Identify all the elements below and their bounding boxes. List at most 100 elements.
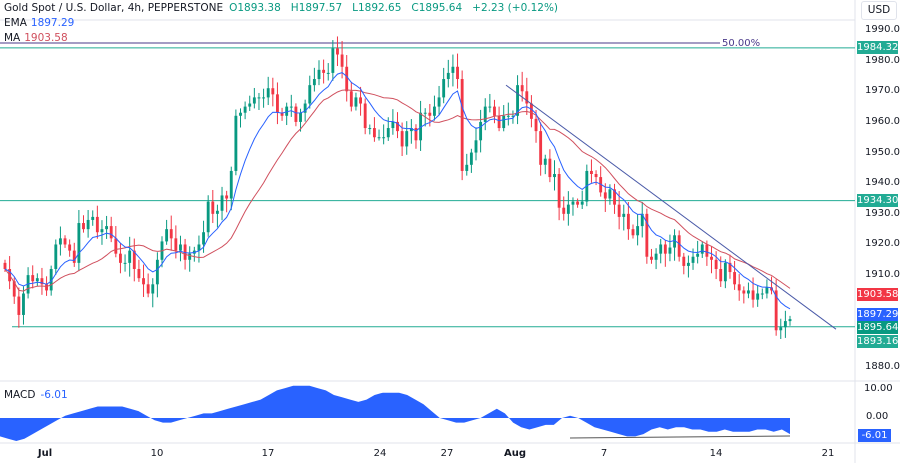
candle-body[interactable] — [663, 244, 667, 254]
candle-body[interactable] — [372, 128, 376, 138]
candle-body[interactable] — [747, 290, 750, 294]
candle-body[interactable] — [31, 275, 35, 282]
candle-body[interactable] — [626, 213, 630, 230]
candle-body[interactable] — [225, 195, 229, 199]
candle-body[interactable] — [543, 158, 547, 165]
candle-body[interactable] — [386, 128, 390, 138]
candle-body[interactable] — [239, 112, 242, 116]
candle-body[interactable] — [686, 262, 690, 266]
candle-body[interactable] — [460, 79, 464, 171]
candle-body[interactable] — [756, 293, 760, 300]
candle-body[interactable] — [622, 213, 626, 217]
candle-body[interactable] — [580, 201, 584, 205]
candle-body[interactable] — [751, 290, 755, 300]
candle-body[interactable] — [382, 137, 386, 139]
candle-body[interactable] — [266, 88, 270, 98]
candle-body[interactable] — [68, 244, 72, 251]
candle-body[interactable] — [714, 259, 718, 269]
candle-body[interactable] — [511, 115, 515, 117]
candle-body[interactable] — [363, 103, 367, 129]
candle-body[interactable] — [691, 256, 695, 263]
candle-body[interactable] — [91, 216, 95, 220]
candle-body[interactable] — [22, 293, 25, 315]
candle-body[interactable] — [276, 94, 279, 113]
candle-body[interactable] — [783, 321, 787, 328]
candle-body[interactable] — [728, 262, 732, 273]
candle-body[interactable] — [188, 253, 192, 260]
candle-body[interactable] — [719, 268, 723, 282]
candle-body[interactable] — [336, 48, 339, 55]
candle-body[interactable] — [229, 170, 233, 199]
candle-body[interactable] — [109, 226, 113, 239]
candle-body[interactable] — [668, 247, 672, 254]
candle-body[interactable] — [617, 204, 621, 217]
candle-body[interactable] — [340, 54, 344, 67]
candle-body[interactable] — [308, 85, 312, 104]
candle-body[interactable] — [525, 91, 529, 104]
candle-body[interactable] — [377, 137, 381, 139]
candle-body[interactable] — [271, 88, 275, 95]
candle-body[interactable] — [17, 296, 21, 315]
candle-body[interactable] — [197, 244, 201, 251]
candle-body[interactable] — [142, 278, 145, 285]
candle-body[interactable] — [608, 189, 612, 199]
candle-body[interactable] — [299, 112, 302, 122]
candle-body[interactable] — [322, 69, 326, 73]
candle-body[interactable] — [63, 238, 67, 245]
candle-body[interactable] — [534, 118, 538, 132]
candle-body[interactable] — [35, 278, 39, 282]
candle-body[interactable] — [77, 223, 81, 263]
candle-body[interactable] — [428, 112, 432, 116]
candle-body[interactable] — [765, 287, 769, 294]
candle-body[interactable] — [359, 97, 362, 104]
candle-body[interactable] — [294, 106, 298, 122]
candle-body[interactable] — [405, 131, 409, 147]
candle-body[interactable] — [520, 85, 524, 92]
candle-body[interactable] — [165, 229, 169, 242]
candle-body[interactable] — [252, 97, 256, 104]
candle-body[interactable] — [414, 128, 418, 141]
candle-body[interactable] — [400, 131, 404, 147]
candle-body[interactable] — [710, 256, 713, 260]
ma-legend-row[interactable]: MA 1903.58 — [4, 31, 563, 46]
candle-body[interactable] — [349, 91, 353, 107]
candle-body[interactable] — [590, 170, 593, 175]
ma-line[interactable] — [4, 89, 791, 292]
candle-body[interactable] — [433, 106, 436, 116]
candle-body[interactable] — [516, 85, 519, 116]
candle-body[interactable] — [86, 219, 90, 230]
candle-body[interactable] — [146, 284, 150, 294]
candle-body[interactable] — [169, 229, 173, 239]
candle-body[interactable] — [368, 128, 372, 130]
candle-body[interactable] — [49, 268, 53, 291]
candle-body[interactable] — [566, 204, 570, 214]
candle-body[interactable] — [280, 112, 284, 116]
candle-body[interactable] — [654, 253, 658, 260]
candle-body[interactable] — [705, 244, 709, 257]
candle-body[interactable] — [723, 262, 727, 282]
candle-body[interactable] — [631, 229, 635, 236]
macd-histogram-area[interactable] — [0, 385, 790, 441]
candle-body[interactable] — [202, 232, 205, 245]
candle-body[interactable] — [636, 226, 640, 236]
candle-body[interactable] — [659, 244, 663, 254]
candle-body[interactable] — [211, 201, 215, 214]
candle-body[interactable] — [123, 262, 127, 264]
candle-body[interactable] — [700, 244, 704, 254]
candle-body[interactable] — [788, 319, 792, 322]
candle-body[interactable] — [174, 238, 178, 251]
candle-body[interactable] — [603, 192, 607, 199]
candle-body[interactable] — [248, 103, 252, 107]
candle-body[interactable] — [285, 106, 289, 116]
candle-body[interactable] — [677, 235, 681, 257]
candle-body[interactable] — [317, 69, 321, 80]
candle-body[interactable] — [446, 72, 450, 80]
candle-body[interactable] — [331, 48, 335, 73]
candle-body[interactable] — [243, 106, 247, 113]
candle-body[interactable] — [760, 293, 764, 295]
candle-body[interactable] — [442, 79, 446, 98]
candle-body[interactable] — [737, 284, 741, 291]
candle-body[interactable] — [312, 79, 316, 86]
candle-body[interactable] — [502, 115, 506, 129]
macd-divergence-line[interactable] — [569, 435, 791, 439]
